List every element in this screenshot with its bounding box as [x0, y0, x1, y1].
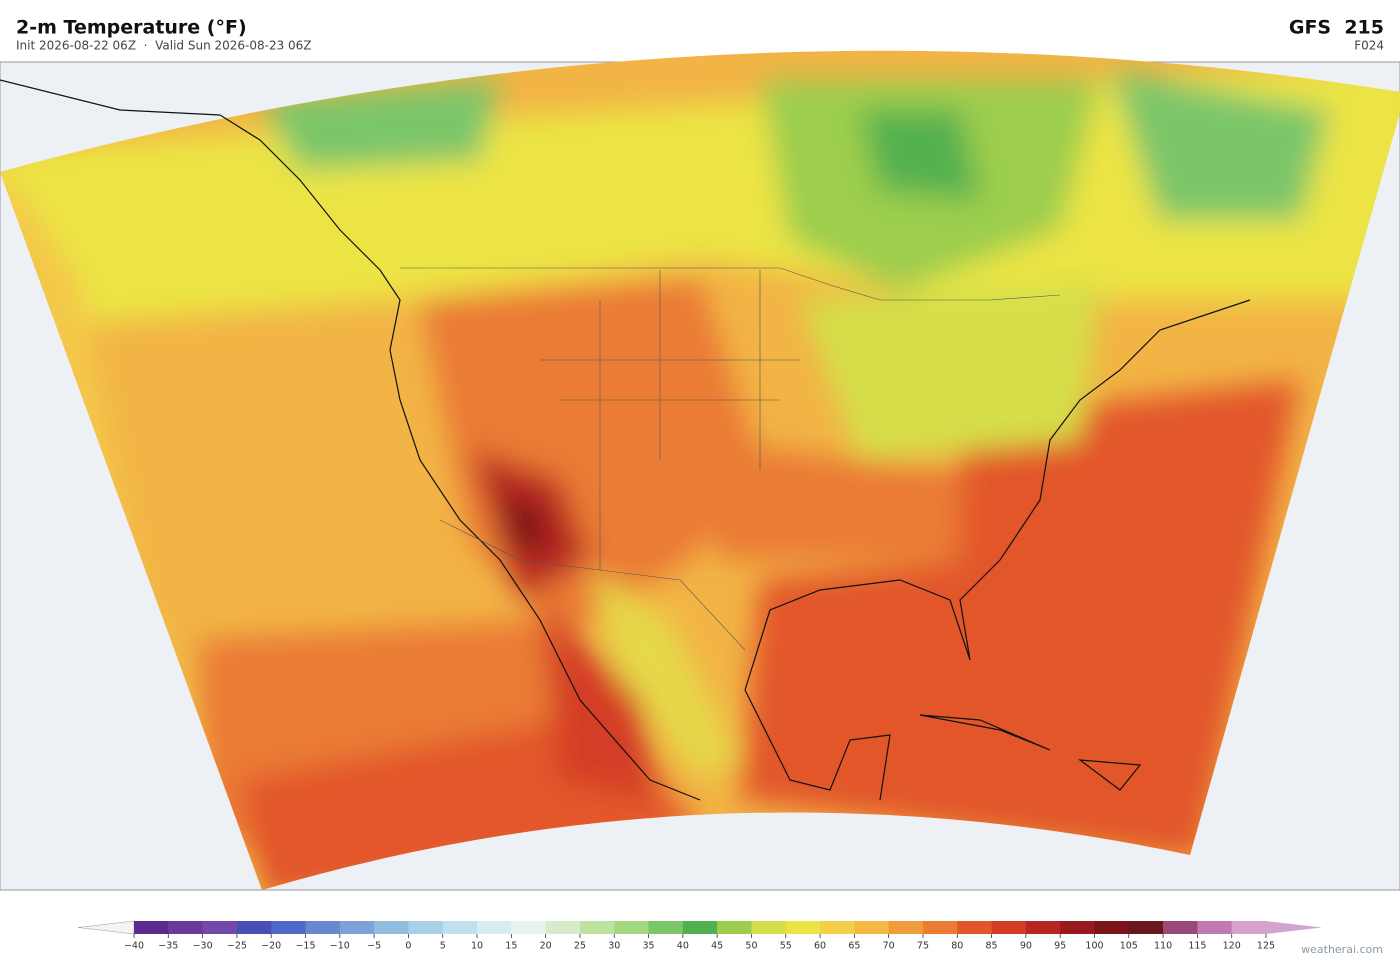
colorbar-segment: [957, 921, 992, 934]
colorbar-segment: [1231, 921, 1267, 934]
colorbar-segment: [648, 921, 684, 934]
colorbar-segment: [854, 921, 889, 934]
colorbar-tick-label: 45: [711, 941, 723, 952]
colorbar-segment: [134, 921, 169, 934]
colorbar-segment: [408, 921, 444, 934]
colorbar-tick-label: 20: [540, 941, 552, 952]
colorbar-tick-label: 15: [505, 941, 517, 952]
colorbar-segment: [1025, 921, 1061, 934]
colorbar-tick-label: 105: [1120, 941, 1138, 952]
colorbar-tick-label: 40: [677, 941, 689, 952]
colorbar-extend-low: [77, 920, 135, 935]
colorbar-segment: [339, 921, 375, 934]
colorbar-tick-label: −20: [261, 941, 281, 952]
colorbar-tick-label: 115: [1188, 941, 1206, 952]
colorbar-tick-label: 30: [608, 941, 620, 952]
coastlines: [0, 79, 1251, 801]
colorbar-segment: [1128, 921, 1164, 934]
colorbar-segment: [614, 921, 649, 934]
colorbar-tick-label: 120: [1223, 941, 1241, 952]
subtitle: Init 2026-08-22 06Z · Valid Sun 2026-08-…: [16, 39, 312, 53]
colorbar-extend-high: [1266, 921, 1322, 934]
colorbar-segment: [1197, 921, 1232, 934]
colorbar-tick-label: 50: [745, 941, 757, 952]
colorbar-segment: [717, 921, 752, 934]
colorbar-tick-label: −25: [227, 941, 247, 952]
colorbar-tick-label: 60: [814, 941, 826, 952]
colorbar-segment: [374, 921, 409, 934]
colorbar-tick-label: 125: [1257, 941, 1275, 952]
colorbar-segment: [682, 921, 718, 934]
colorbar-tick-label: 90: [1020, 941, 1032, 952]
colorbar-tick-label: 100: [1085, 941, 1103, 952]
colorbar-tick-label: −30: [193, 941, 213, 952]
forecast-hour: F024: [1354, 39, 1384, 53]
colorbar-tick-label: 70: [883, 941, 895, 952]
colorbar-segment: [168, 921, 203, 934]
colorbar-tick-label: 95: [1054, 941, 1066, 952]
colorbar-segment: [442, 921, 478, 934]
colorbar-segment: [271, 921, 306, 934]
colorbar-segment: [820, 921, 855, 934]
colorbar-tick-label: 55: [780, 941, 792, 952]
colorbar-segment: [579, 921, 615, 934]
colorbar-segment: [202, 921, 238, 934]
colorbar-segment: [477, 921, 512, 934]
colorbar-tick-label: 35: [642, 941, 654, 952]
colorbar-segment: [888, 921, 924, 934]
title: 2-m Temperature (°F): [16, 17, 247, 39]
colorbar-segment: [1060, 921, 1095, 934]
colorbar-tick-label: 0: [405, 941, 411, 952]
colorbar-tick-label: −5: [367, 941, 381, 952]
colorbar-tick-label: 65: [848, 941, 860, 952]
colorbar-segment: [236, 921, 272, 934]
colorbar-tick-label: −40: [124, 941, 144, 952]
colorbar-segment: [305, 921, 341, 934]
colorbar-tick-label: 10: [471, 941, 483, 952]
colorbar: −40 −35 −30 −25 −20 −15 −10 −5 0 5 10 15 20 25 30 35 40 4…: [77, 920, 1322, 952]
borders: [400, 267, 1061, 651]
colorbar-tick-label: −35: [158, 941, 178, 952]
credit: weatherai.com: [1301, 943, 1383, 956]
colorbar-tick-label: 25: [574, 941, 586, 952]
colorbar-tick-label: 85: [986, 941, 998, 952]
colorbar-tick-label: 110: [1154, 941, 1172, 952]
map: [0, 50, 1400, 891]
colorbar-segment: [1094, 921, 1130, 934]
colorbar-segment: [991, 921, 1027, 934]
colorbar-segment: [545, 921, 581, 934]
model: GFS 215: [1289, 17, 1384, 39]
colorbar-tick-label: −15: [295, 941, 315, 952]
colorbar-segment: [511, 921, 546, 934]
colorbar-tick-label: 80: [951, 941, 963, 952]
colorbar-segment: [751, 921, 787, 934]
colorbar-segment: [922, 921, 958, 934]
colorbar-tick-label: −10: [330, 941, 350, 952]
colorbar-tick-label: 75: [917, 941, 929, 952]
colorbar-segment: [1163, 921, 1198, 934]
colorbar-tick-label: 5: [440, 941, 446, 952]
colorbar-segment: [785, 921, 821, 934]
